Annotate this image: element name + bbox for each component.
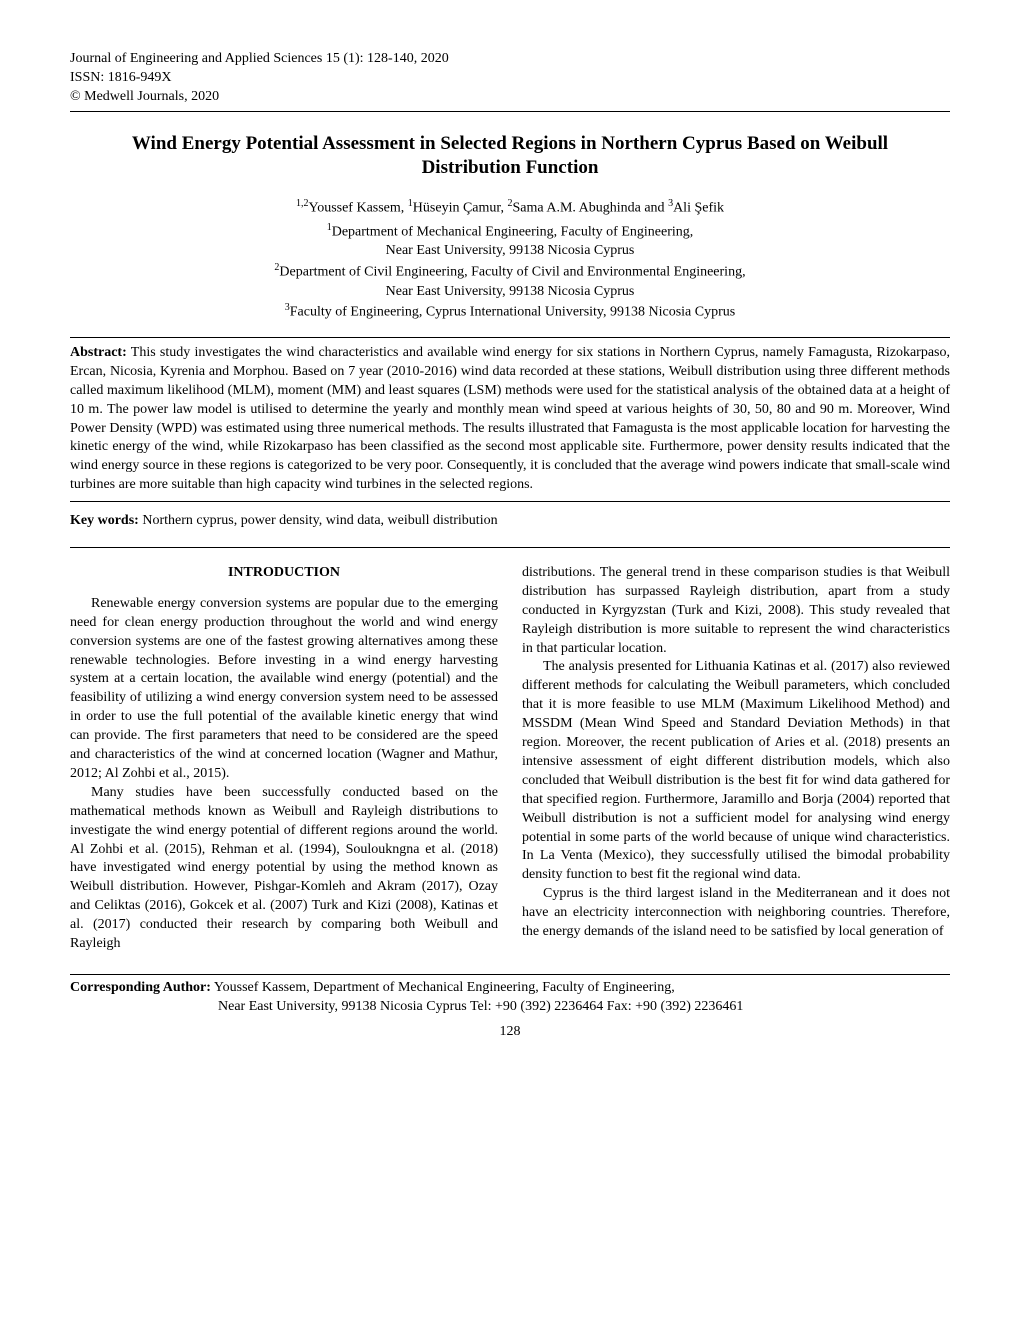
header-rule — [70, 111, 950, 112]
affiliations-block: 1Department of Mechanical Engineering, F… — [100, 221, 920, 323]
keywords-rule — [70, 547, 950, 548]
right-column: distributions. The general trend in thes… — [522, 564, 950, 954]
footer-rule — [70, 974, 950, 975]
abstract-block: Abstract: This study investigates the wi… — [70, 344, 950, 495]
corresponding-label: Corresponding Author: — [70, 980, 211, 995]
right-paragraph-2: The analysis presented for Lithuania Kat… — [522, 658, 950, 885]
page-number: 128 — [70, 1023, 950, 1042]
abstract-text: This study investigates the wind charact… — [70, 345, 950, 492]
corresponding-author-block: Corresponding Author: Youssef Kassem, De… — [70, 979, 950, 1017]
intro-paragraph-1: Renewable energy conversion systems are … — [70, 595, 498, 784]
abstract-rule-bottom — [70, 501, 950, 502]
two-column-body: INTRODUCTION Renewable energy conversion… — [70, 564, 950, 954]
keywords-label: Key words: — [70, 513, 139, 528]
right-paragraph-3: Cyprus is the third largest island in th… — [522, 885, 950, 942]
right-paragraph-1: distributions. The general trend in thes… — [522, 564, 950, 658]
keywords-block: Key words: Northern cyprus, power densit… — [70, 512, 950, 531]
corresponding-line-2: Near East University, 99138 Nicosia Cypr… — [218, 998, 743, 1017]
introduction-heading: INTRODUCTION — [70, 564, 498, 583]
corresponding-line-1: Youssef Kassem, Department of Mechanical… — [214, 980, 675, 995]
issn-line: ISSN: 1816-949X — [70, 69, 950, 88]
left-column: INTRODUCTION Renewable energy conversion… — [70, 564, 498, 954]
intro-paragraph-2: Many studies have been successfully cond… — [70, 784, 498, 954]
authors-line: 1,2Youssef Kassem, 1Hüseyin Çamur, 2Sama… — [110, 197, 910, 219]
abstract-rule-top — [70, 337, 950, 338]
abstract-label: Abstract: — [70, 345, 127, 360]
paper-title: Wind Energy Potential Assessment in Sele… — [130, 132, 890, 181]
copyright-line: © Medwell Journals, 2020 — [70, 88, 950, 107]
journal-reference: Journal of Engineering and Applied Scien… — [70, 50, 950, 69]
keywords-text: Northern cyprus, power density, wind dat… — [142, 513, 497, 528]
